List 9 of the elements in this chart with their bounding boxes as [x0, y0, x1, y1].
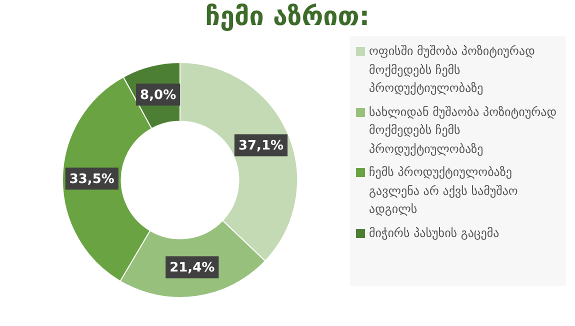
data-label: 33,5%	[69, 172, 114, 187]
legend-label: მიჭირს პასუხის გაცემა	[369, 224, 500, 242]
legend-label: სახლიდან მუშაობა პოზიტიურად მოქმედებს ჩემს პროდუქტიულობაზე	[369, 104, 558, 158]
data-label: 37,1%	[238, 138, 284, 154]
chart-title: ჩემი აზრით:	[204, 2, 371, 32]
data-label: 21,4%	[170, 260, 215, 276]
legend-label: ოფისში მუშობა პოზიტიურად მოქმედებს ჩემს პროდუქტიულობაზე	[369, 43, 536, 97]
legend-label: ჩემს პროდუქტიულობაზე გავლენა არ აქვს სამუშაო ადგილს	[369, 164, 519, 218]
data-label: 8,0%	[140, 88, 176, 104]
